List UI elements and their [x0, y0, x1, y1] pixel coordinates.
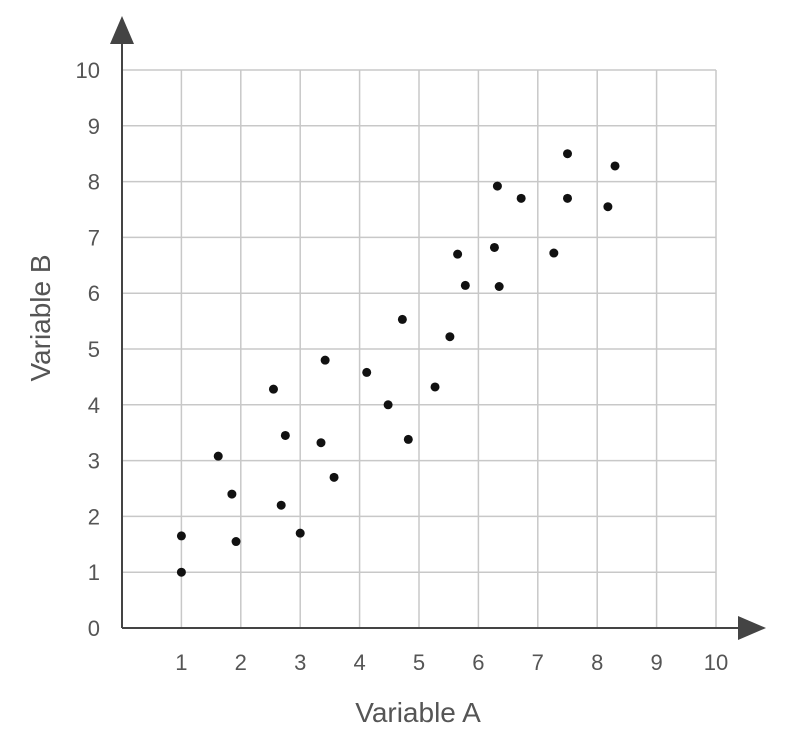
tick-labels: 1 2 3 4 5 6 7 8 9 10 0 1 2 3 4 5 6 7 8 9 10: [76, 58, 729, 675]
data-point: [316, 438, 326, 448]
data-point: [563, 193, 572, 203]
x-tick-label: 4: [353, 650, 365, 675]
data-point: [489, 242, 499, 252]
y-tick-label: 3: [88, 449, 100, 474]
data-point: [516, 193, 526, 203]
data-point: [280, 430, 290, 440]
axes: [110, 16, 766, 640]
y-tick-label: 1: [88, 560, 100, 585]
x-tick-label: 8: [591, 650, 603, 675]
data-point: [492, 181, 502, 191]
data-point: [213, 451, 223, 461]
data-point: [403, 434, 413, 444]
data-point: [610, 161, 620, 171]
x-tick-label: 1: [175, 650, 187, 675]
y-axis-arrow-icon: [110, 16, 134, 44]
x-axis-title: Variable A: [355, 697, 481, 728]
x-tick-label: 10: [704, 650, 728, 675]
x-tick-label: 7: [532, 650, 544, 675]
y-tick-label: 9: [88, 114, 100, 139]
data-point: [603, 202, 613, 212]
data-point: [453, 249, 463, 259]
y-tick-label: 0: [88, 616, 100, 641]
data-point: [445, 332, 455, 342]
x-tick-label: 9: [650, 650, 662, 675]
y-tick-label: 10: [76, 58, 100, 83]
x-tick-label: 5: [413, 650, 425, 675]
data-point: [383, 400, 393, 410]
data-point: [176, 567, 186, 577]
data-point: [563, 149, 572, 159]
x-tick-label: 3: [294, 650, 306, 675]
data-points: [176, 149, 620, 577]
x-tick-label: 2: [235, 650, 247, 675]
y-tick-label: 5: [88, 337, 100, 362]
data-point: [276, 500, 286, 510]
data-point: [176, 531, 186, 541]
data-point: [231, 537, 241, 547]
data-point: [494, 282, 504, 292]
data-point: [329, 472, 339, 482]
y-tick-label: 8: [88, 170, 100, 195]
data-point: [295, 528, 305, 538]
x-tick-label: 6: [472, 650, 484, 675]
data-point: [549, 248, 559, 258]
x-axis-arrow-icon: [738, 616, 766, 640]
data-point: [430, 382, 440, 392]
y-tick-label: 4: [88, 393, 100, 418]
y-tick-label: 7: [88, 225, 100, 250]
data-point: [227, 489, 237, 499]
y-tick-label: 6: [88, 281, 100, 306]
data-point: [268, 384, 278, 394]
data-point: [460, 280, 470, 290]
y-axis-title: Variable B: [25, 254, 56, 381]
data-point: [362, 367, 372, 377]
y-tick-label: 2: [88, 504, 100, 529]
data-point: [320, 355, 330, 365]
data-point: [397, 314, 407, 324]
grid: [122, 69, 717, 628]
